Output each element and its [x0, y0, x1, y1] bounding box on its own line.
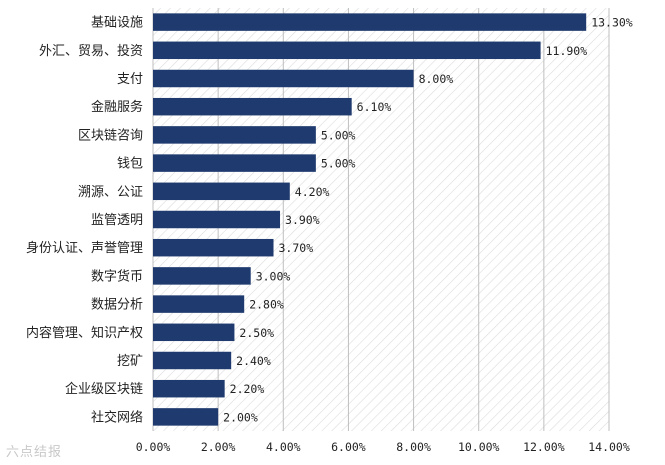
data-label: 8.00% [419, 72, 454, 86]
category-label: 基础设施 [91, 16, 143, 31]
bar [153, 408, 219, 426]
bar [153, 210, 281, 229]
bar [153, 41, 541, 60]
bar [153, 238, 274, 257]
bars-group [153, 13, 587, 426]
category-label: 区块链咨询 [78, 128, 143, 143]
data-label: 3.00% [256, 269, 291, 283]
category-label: 企业级区块链 [65, 381, 143, 397]
data-label: 5.00% [321, 157, 356, 171]
watermark-text: 六点结报 [6, 445, 63, 460]
x-tick-label: 2.00% [201, 440, 236, 454]
x-tick-label: 4.00% [266, 440, 301, 454]
bar [153, 295, 245, 313]
category-label: 金融服务 [91, 99, 143, 115]
category-label: 身份认证、声誉管理 [26, 240, 143, 256]
x-axis-ticks: 0.00% 2.00% 4.00% 6.00% 8.00% 10.00% 12.00% 14.… [136, 440, 630, 454]
bar [153, 323, 235, 342]
category-label: 内容管理、知识产权 [26, 325, 143, 341]
data-label: 3.70% [279, 241, 314, 255]
data-label: 13.30% [591, 16, 633, 30]
category-label: 监管透明 [91, 213, 143, 228]
bar [153, 69, 414, 88]
bar [153, 182, 290, 201]
category-labels: 基础设施外汇、贸易、投资支付金融服务区块链咨询钱包溯源、公证监管透明身份认证、声… [26, 16, 143, 426]
category-label: 外汇、贸易、投资 [39, 43, 143, 59]
bar [153, 97, 352, 116]
category-label: 钱包 [117, 157, 143, 172]
bar [153, 154, 316, 172]
data-label: 2.50% [239, 326, 274, 340]
data-label: 2.20% [230, 382, 265, 396]
category-label: 溯源、公证 [78, 184, 143, 200]
bar [153, 126, 316, 144]
value-labels: 13.30%11.90%8.00%6.10%5.00%5.00%4.20%3.9… [223, 16, 633, 425]
x-tick-label: 14.00% [588, 440, 630, 454]
data-label: 4.20% [295, 185, 330, 199]
category-label: 数字货币 [91, 268, 143, 284]
x-tick-label: 8.00% [396, 440, 431, 454]
data-label: 6.10% [357, 100, 392, 114]
bar [153, 351, 232, 370]
x-tick-label: 0.00% [136, 440, 171, 454]
data-label: 2.80% [249, 298, 284, 312]
data-label: 5.00% [321, 128, 356, 142]
data-label: 3.90% [285, 213, 320, 227]
data-label: 11.90% [546, 44, 588, 58]
x-tick-label: 12.00% [523, 440, 565, 454]
x-tick-label: 6.00% [331, 440, 366, 454]
category-label: 挖矿 [117, 354, 143, 369]
data-label: 2.40% [236, 354, 271, 368]
data-label: 2.00% [223, 410, 258, 424]
category-label: 社交网络 [91, 409, 143, 425]
bar [153, 13, 587, 31]
bar [153, 267, 251, 285]
category-label: 支付 [117, 72, 143, 87]
bar [153, 379, 225, 398]
watermark: 六点结报 [6, 441, 62, 460]
category-label: 数据分析 [91, 298, 143, 313]
x-tick-label: 10.00% [458, 440, 500, 454]
